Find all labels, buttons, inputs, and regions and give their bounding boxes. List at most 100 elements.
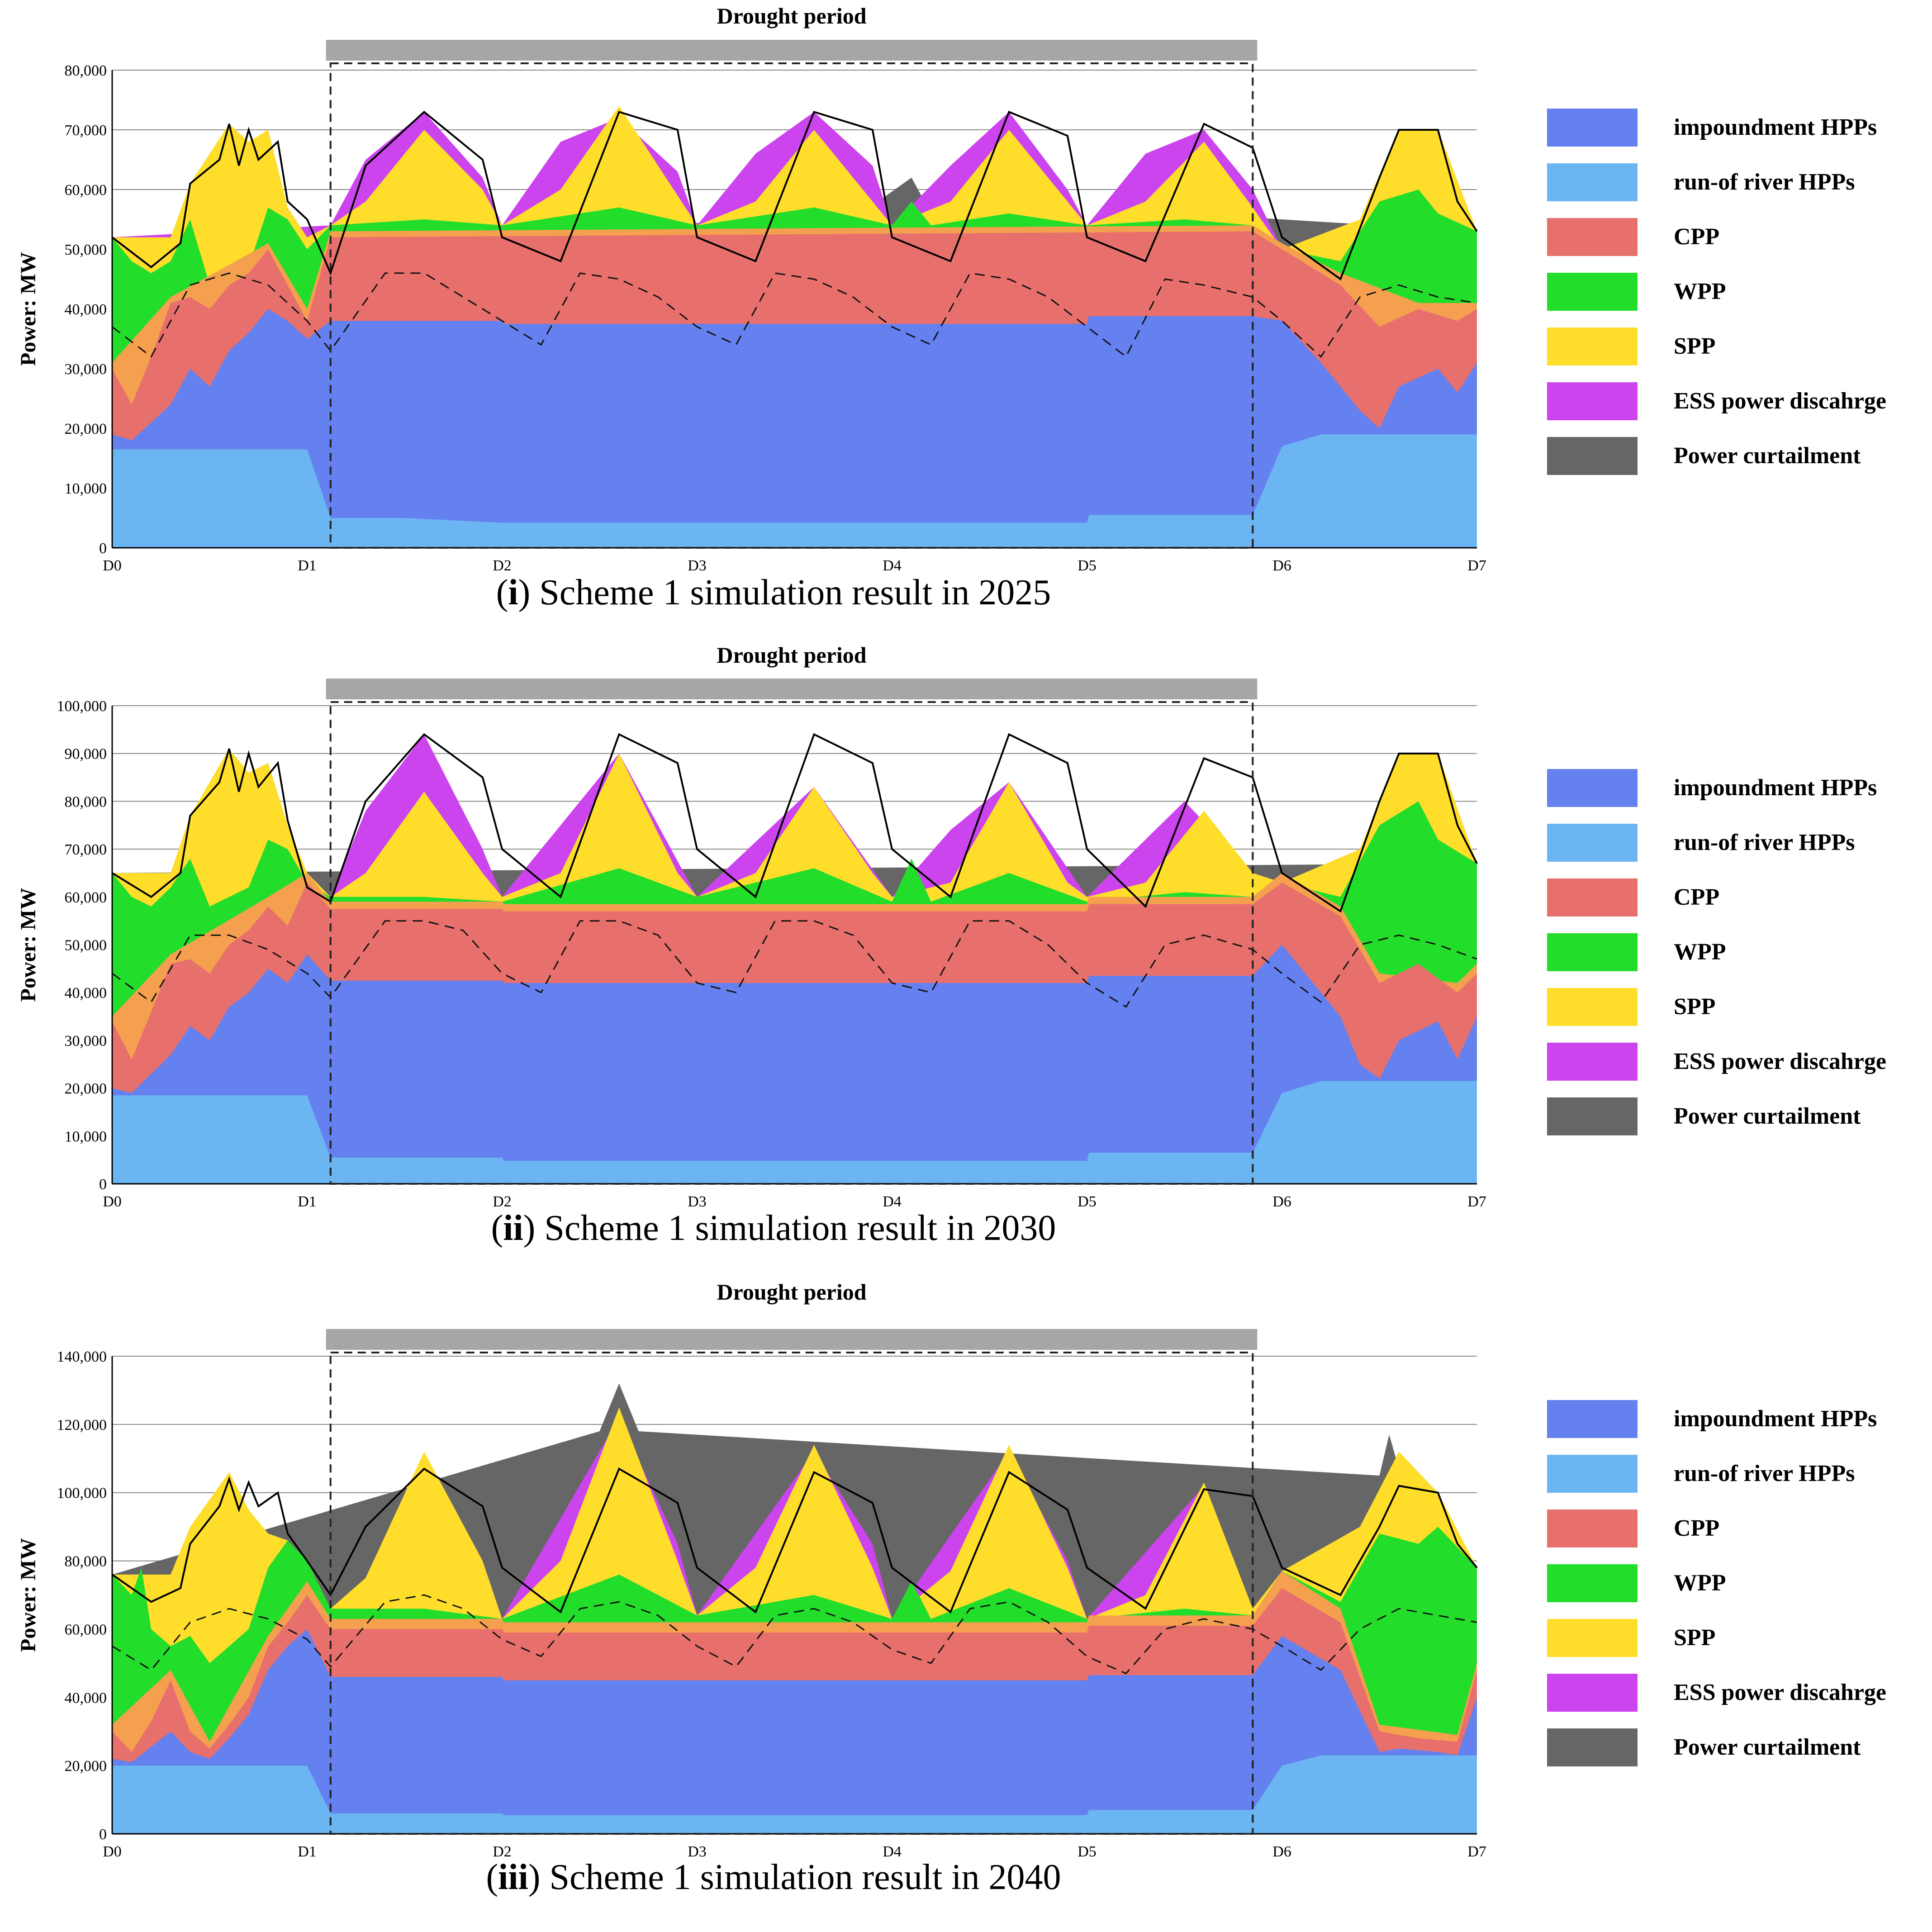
legend-swatch — [1547, 933, 1638, 971]
legend-swatch — [1547, 769, 1638, 807]
legend-item-impoundment: impoundment HPPs — [1547, 769, 1927, 807]
legend-swatch — [1547, 1619, 1638, 1657]
x-tick-label: D6 — [1272, 1843, 1291, 1860]
legend-label: run-of river HPPs — [1674, 1461, 1855, 1486]
legend-label: ESS power discahrge — [1674, 1680, 1886, 1705]
legend-item-wpp: WPP — [1547, 933, 1927, 971]
legend-swatch — [1547, 218, 1638, 256]
x-tick-label: D6 — [1272, 1193, 1291, 1210]
chart-panel-ii: 0 10,000 20,000 30,000 40,000 50,000 60,000 70,… — [16, 642, 1486, 1210]
y-tick-label: 20,000 — [65, 1758, 107, 1775]
drought-period-bar — [326, 1329, 1258, 1350]
load-line — [111, 110, 1478, 281]
legend-label: ESS power discahrge — [1674, 388, 1886, 414]
y-tick-label: 30,000 — [65, 1033, 107, 1049]
legend-label: run-of river HPPs — [1674, 830, 1855, 855]
y-tick-label: 80,000 — [65, 793, 107, 810]
y-tick-label: 100,000 — [57, 698, 107, 715]
legend-item-ess: ESS power discahrge — [1547, 1043, 1927, 1081]
legend-label: ESS power discahrge — [1674, 1049, 1886, 1074]
legend-label: CPP — [1674, 884, 1720, 910]
drought-period-box — [329, 62, 1254, 549]
legend-swatch — [1547, 824, 1638, 862]
load-line — [111, 1467, 1478, 1614]
y-tick-label: 0 — [99, 1826, 107, 1843]
y-tick-label: 40,000 — [65, 301, 107, 318]
legend-label: impoundment HPPs — [1674, 114, 1877, 140]
y-tick-label: 80,000 — [65, 1553, 107, 1570]
y-tick-label: 30,000 — [65, 361, 107, 378]
legend-swatch — [1547, 109, 1638, 147]
legend-item-impoundment: impoundment HPPs — [1547, 1400, 1927, 1438]
y-tick-label: 70,000 — [65, 841, 107, 858]
y-tick-label: 60,000 — [65, 1621, 107, 1638]
x-tick-label: D3 — [688, 557, 707, 574]
area-ror — [112, 1081, 1477, 1184]
legend-swatch — [1547, 1510, 1638, 1547]
legend-swatch — [1547, 328, 1638, 366]
legend-label: run-of river HPPs — [1674, 169, 1855, 195]
y-tick-label: 50,000 — [65, 937, 107, 954]
y-tick-label: 40,000 — [65, 985, 107, 1002]
y-tick-label: 80,000 — [65, 62, 107, 79]
legend-swatch — [1547, 1455, 1638, 1493]
legend-label: CPP — [1674, 224, 1720, 250]
y-axis-label: Power: MW — [16, 252, 40, 366]
chart-panel-i: 0 10,000 20,000 30,000 40,000 50,000 60,000 70,… — [16, 3, 1486, 574]
legend-swatch — [1547, 1728, 1638, 1766]
panel-caption: (iii) Scheme 1 simulation result in 2040 — [486, 1857, 1061, 1897]
drought-period-box — [329, 701, 1254, 1185]
area-ror — [112, 434, 1477, 548]
y-tick-label: 0 — [99, 1176, 107, 1193]
chart-panel-iii: 0 20,000 40,000 60,000 80,000 100,000 120,000 1… — [16, 1279, 1486, 1860]
legend-item-wpp: WPP — [1547, 273, 1927, 311]
x-tick-label: D0 — [103, 557, 122, 574]
legend-label: WPP — [1674, 939, 1726, 965]
legend-label: Power curtailment — [1674, 1734, 1861, 1760]
drought-period-label: Drought period — [717, 1279, 867, 1305]
legend-label: WPP — [1674, 279, 1726, 304]
y-tick-label: 50,000 — [65, 242, 107, 258]
legend-swatch — [1547, 163, 1638, 201]
legend-item-spp: SPP — [1547, 988, 1927, 1026]
legend-item-wpp: WPP — [1547, 1564, 1927, 1602]
legend-label: SPP — [1674, 1625, 1716, 1651]
y-tick-label: 20,000 — [65, 421, 107, 437]
panel-caption: (ii) Scheme 1 simulation result in 2030 — [491, 1208, 1056, 1248]
legend-item-cpp: CPP — [1547, 218, 1927, 256]
legend-item-cpp: CPP — [1547, 878, 1927, 916]
panel-caption-text: ) Scheme 1 simulation result in 2025 — [518, 573, 1051, 612]
drought-period-box — [329, 1352, 1254, 1835]
legend-label: Power curtailment — [1674, 1103, 1861, 1129]
legend-label: SPP — [1674, 994, 1716, 1020]
legend-item-ror: run-of river HPPs — [1547, 1455, 1927, 1493]
area-ror — [112, 1755, 1477, 1834]
legend-item-ror: run-of river HPPs — [1547, 163, 1927, 201]
drought-period-bar — [326, 679, 1258, 699]
legend-swatch — [1547, 437, 1638, 475]
x-tick-label: D2 — [493, 557, 512, 574]
drought-period-bar — [326, 40, 1258, 61]
x-tick-label: D5 — [1078, 557, 1097, 574]
x-tick-label: D0 — [103, 1193, 122, 1210]
x-tick-label: D7 — [1467, 1843, 1486, 1860]
x-tick-label: D3 — [688, 1843, 707, 1860]
panel-caption-index: i — [508, 573, 518, 612]
legend-swatch — [1547, 1097, 1638, 1135]
x-tick-label: D5 — [1078, 1843, 1097, 1860]
area-impoundment — [112, 945, 1477, 1184]
legend-label: impoundment HPPs — [1674, 775, 1877, 801]
y-tick-label: 0 — [99, 540, 107, 557]
y-tick-label: 120,000 — [57, 1417, 107, 1434]
x-tick-label: D2 — [493, 1193, 512, 1210]
x-tick-label: D4 — [883, 557, 902, 574]
legend-item-curt: Power curtailment — [1547, 437, 1927, 475]
x-tick-label: D1 — [298, 1843, 317, 1860]
legend-label: WPP — [1674, 1570, 1726, 1596]
x-tick-label: D0 — [103, 1843, 122, 1860]
x-tick-label: D7 — [1467, 557, 1486, 574]
x-tick-label: D7 — [1467, 1193, 1486, 1210]
legend-item-ror: run-of river HPPs — [1547, 824, 1927, 862]
load-line — [111, 733, 1478, 913]
net-load-line — [112, 272, 1477, 358]
